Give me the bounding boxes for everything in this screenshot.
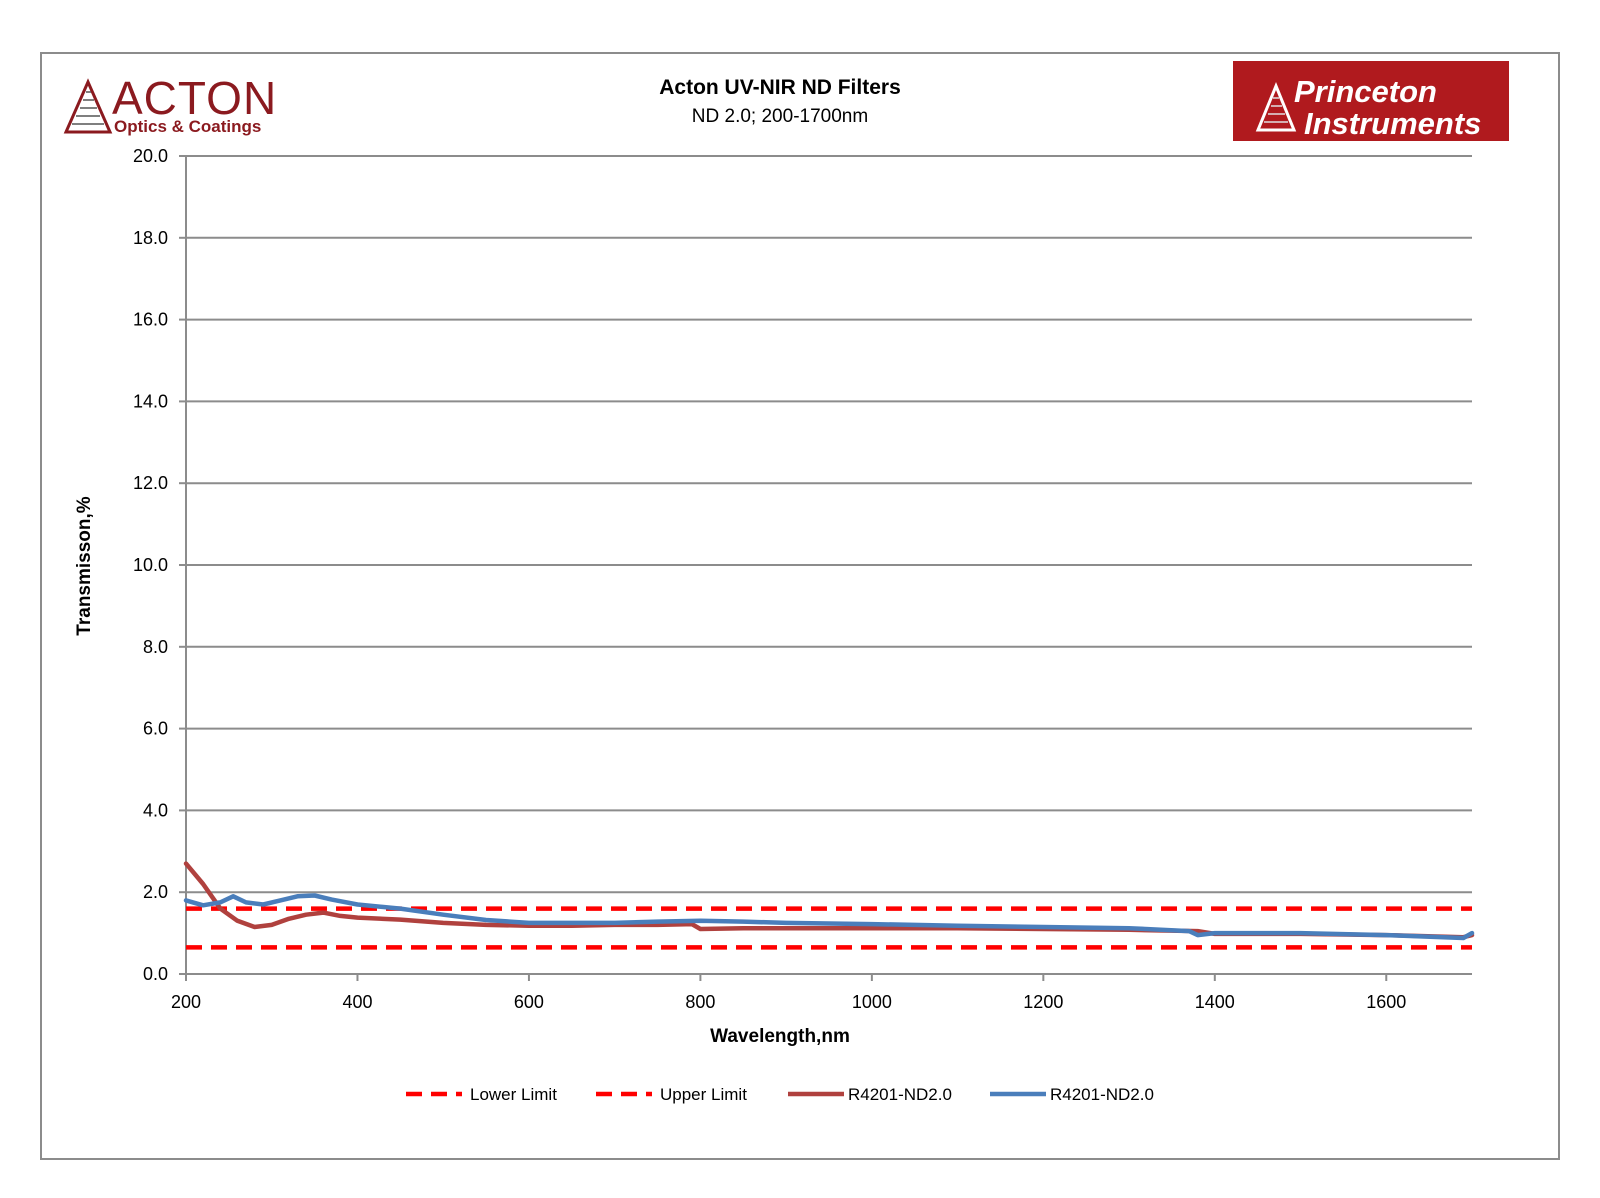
y-tick-label: 20.0 <box>133 146 168 166</box>
x-tick-label: 1600 <box>1366 992 1406 1012</box>
y-tick-label: 8.0 <box>143 637 168 657</box>
y-tick-label: 10.0 <box>133 555 168 575</box>
series-line-4 <box>183 893 1475 941</box>
legend-label-3: R4201-ND2.0 <box>848 1085 952 1104</box>
x-axis-label: Wavelength,nm <box>710 1026 850 1047</box>
y-tick-label: 16.0 <box>133 310 168 330</box>
y-tick-label: 2.0 <box>143 882 168 902</box>
legend: Lower Limit Upper Limit R4201-ND2.0 R4201-N… <box>406 1085 1154 1104</box>
y-tick-labels: 0.0 2.0 4.0 6.0 8.0 10.0 12.0 14.0 16.0 18.0 20.0 <box>133 146 168 984</box>
y-axis-label: Transmisson,% <box>74 496 95 635</box>
princeton-pyramid-icon <box>1255 82 1297 132</box>
legend-label-4: R4201-ND2.0 <box>1050 1085 1154 1104</box>
x-tick-label: 1400 <box>1195 992 1235 1012</box>
chart: ACTON Optics & Coatings Princeton Instru… <box>63 61 1509 1104</box>
princeton-instruments-logo: Princeton Instruments <box>1233 61 1509 141</box>
x-tick-label: 200 <box>171 992 201 1012</box>
chart-subtitle: ND 2.0; 200-1700nm <box>692 106 868 127</box>
series-line-3 <box>183 861 1475 940</box>
x-tick-label: 600 <box>514 992 544 1012</box>
series-lines <box>183 861 1475 950</box>
princeton-logo-line2: Instruments <box>1304 106 1481 141</box>
acton-logo-subtitle: Optics & Coatings <box>114 117 261 136</box>
legend-label-2: Upper Limit <box>660 1085 747 1104</box>
x-tick-labels: 200 400 600 800 1000 1200 1400 1600 <box>171 992 1406 1012</box>
acton-logo-name: ACTON <box>112 72 277 124</box>
princeton-logo-line1: Princeton <box>1294 74 1437 109</box>
x-tick-label: 800 <box>685 992 715 1012</box>
gridlines <box>186 155 1472 975</box>
y-tick-label: 12.0 <box>133 473 168 493</box>
chart-title: Acton UV-NIR ND Filters <box>659 76 901 99</box>
y-tick-label: 0.0 <box>143 964 168 984</box>
x-tick-label: 1000 <box>852 992 892 1012</box>
chart-frame: ACTON Optics & Coatings Princeton Instru… <box>40 52 1560 1160</box>
legend-label-1: Lower Limit <box>470 1085 557 1104</box>
y-tick-label: 6.0 <box>143 719 168 739</box>
x-tick-label: 400 <box>342 992 372 1012</box>
y-tick-label: 14.0 <box>133 391 168 411</box>
acton-logo: ACTON Optics & Coatings <box>63 72 277 136</box>
axes <box>179 155 1472 981</box>
x-tick-label: 1200 <box>1023 992 1063 1012</box>
acton-pyramid-icon <box>63 78 113 134</box>
y-tick-label: 4.0 <box>143 800 168 820</box>
y-tick-label: 18.0 <box>133 228 168 248</box>
